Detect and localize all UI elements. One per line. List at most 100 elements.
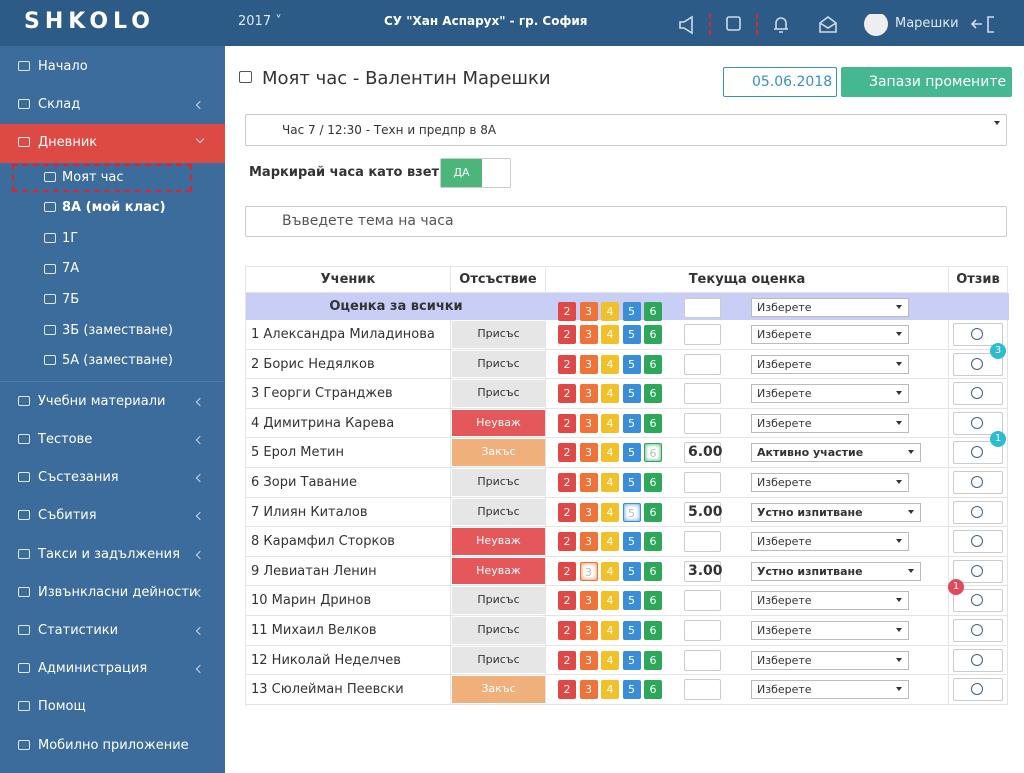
grade-button[interactable]: 6: [644, 502, 662, 522]
grade-button[interactable]: 6: [644, 591, 662, 611]
grade-button[interactable]: 3: [579, 302, 598, 321]
comment-select[interactable]: Изберете: [751, 384, 909, 404]
grade-input[interactable]: 5.00: [684, 501, 723, 523]
grade-button[interactable]: 5: [622, 384, 641, 404]
comment-select[interactable]: Изберете: [751, 298, 909, 317]
grade-input[interactable]: [684, 324, 721, 345]
grade-button[interactable]: 3: [579, 680, 598, 700]
grade-button[interactable]: 4: [601, 354, 619, 374]
menu-item[interactable]: 5А (заместване): [0, 346, 225, 377]
grade-button[interactable]: 2: [558, 413, 576, 433]
grade-button[interactable]: 6: [644, 561, 662, 581]
grade-button[interactable]: 5: [622, 561, 641, 581]
grade-input[interactable]: [684, 353, 721, 375]
menu-item[interactable]: 3Б (заместване): [0, 316, 225, 347]
comment-select[interactable]: Изберете: [751, 413, 909, 433]
logout-icon[interactable]: [970, 16, 994, 33]
grade-button[interactable]: 6: [644, 621, 662, 640]
grade-button[interactable]: 3: [579, 502, 598, 522]
absence-button[interactable]: Неуваж: [452, 528, 545, 555]
grade-button[interactable]: 2: [558, 680, 576, 700]
menu-item[interactable]: Администрация: [0, 650, 225, 688]
grade-button[interactable]: 3: [579, 325, 598, 344]
grade-button[interactable]: 5: [622, 413, 641, 433]
grade-button[interactable]: 3: [579, 621, 598, 640]
grade-button[interactable]: 5: [622, 621, 641, 640]
logo[interactable]: SHKOLO: [24, 9, 155, 34]
menu-item[interactable]: Събития: [0, 497, 225, 535]
comment-select[interactable]: Изберете: [751, 532, 909, 552]
grade-input[interactable]: 3.00: [684, 560, 723, 582]
absence-button[interactable]: Присъс: [452, 587, 545, 614]
save-button[interactable]: Запази промените: [841, 67, 1012, 97]
grade-button[interactable]: 5: [622, 354, 641, 374]
menu-item[interactable]: Учебни материали: [0, 383, 225, 421]
grade-button[interactable]: 5: [622, 302, 641, 321]
comment-select[interactable]: Изберете: [751, 473, 909, 492]
menu-item[interactable]: 8А (мой клас): [0, 193, 225, 224]
grade-button[interactable]: 3: [579, 443, 598, 463]
grade-input[interactable]: 6.00: [684, 442, 723, 464]
grade-input[interactable]: [684, 531, 721, 553]
menu-item[interactable]: Склад: [0, 86, 225, 124]
grade-button[interactable]: 5: [622, 532, 641, 552]
menu-item[interactable]: Извънкласни дейности: [0, 574, 225, 612]
grade-button[interactable]: 2: [558, 502, 576, 522]
toggle[interactable]: ДА: [440, 158, 511, 188]
comment-select[interactable]: Изберете: [751, 325, 909, 344]
grade-button[interactable]: 5: [622, 502, 641, 522]
user-name[interactable]: Марешки: [895, 16, 959, 31]
grade-button[interactable]: 3: [579, 413, 598, 433]
grade-button[interactable]: 6: [644, 680, 662, 700]
absence-button[interactable]: Закъс: [452, 439, 545, 466]
absence-button[interactable]: Присъс: [452, 617, 545, 644]
absence-button[interactable]: Присъс: [452, 646, 545, 674]
comment-select[interactable]: Изберете: [751, 680, 909, 700]
grade-button[interactable]: 4: [601, 591, 619, 611]
menu-item[interactable]: Дневник: [0, 124, 225, 163]
absence-button[interactable]: Присъс: [452, 380, 545, 407]
school[interactable]: СУ "Хан Аспарух" - гр. София: [384, 14, 588, 28]
grade-input[interactable]: [684, 472, 721, 493]
absence-button[interactable]: Присъс: [452, 321, 545, 348]
menu-item[interactable]: Такси и задължения: [0, 536, 225, 574]
absence-button[interactable]: Присъс: [452, 498, 545, 526]
grade-button[interactable]: 2: [558, 621, 576, 640]
messages-icon[interactable]: [819, 16, 837, 33]
topic-input[interactable]: Въведете тема на часа: [245, 206, 1007, 237]
comment-select[interactable]: Устно изпитване: [751, 561, 921, 581]
year-select[interactable]: 2017 ˅: [238, 14, 282, 29]
absence-button[interactable]: Неуваж: [452, 409, 545, 437]
grade-button[interactable]: 2: [558, 591, 576, 611]
comment-select[interactable]: Изберете: [751, 591, 909, 611]
menu-item[interactable]: Моят час: [0, 163, 225, 194]
absence-button[interactable]: Неуваж: [452, 557, 545, 585]
grade-input[interactable]: [684, 298, 721, 318]
date-button[interactable]: 05.06.2018: [723, 67, 837, 97]
grade-input[interactable]: [684, 590, 721, 612]
grade-button[interactable]: 4: [601, 325, 619, 344]
menu-item[interactable]: 7Б: [0, 285, 225, 316]
announcements-icon[interactable]: [679, 15, 693, 35]
grade-input[interactable]: [684, 620, 721, 641]
grade-button[interactable]: 2: [558, 532, 576, 552]
menu-item[interactable]: Мобилно приложение: [0, 727, 225, 765]
absence-button[interactable]: Закъс: [452, 676, 545, 703]
grade-button[interactable]: 3: [579, 532, 598, 552]
grade-button[interactable]: 5: [622, 443, 641, 463]
grade-button[interactable]: 5: [622, 473, 641, 492]
grade-button[interactable]: 3: [579, 384, 598, 404]
grade-button[interactable]: 6: [644, 354, 662, 374]
grade-button[interactable]: 2: [558, 354, 576, 374]
grade-button[interactable]: 4: [601, 443, 619, 463]
grade-button[interactable]: 2: [558, 473, 576, 492]
grade-button[interactable]: 2: [558, 302, 576, 321]
lesson-select[interactable]: Час 7 / 12:30 - Техн и предпр в 8А: [245, 114, 1007, 146]
absence-button[interactable]: Присъс: [452, 350, 545, 378]
grade-input[interactable]: [684, 649, 721, 671]
grade-button[interactable]: 4: [601, 302, 619, 321]
grade-button[interactable]: 2: [558, 561, 576, 581]
menu-item[interactable]: Начало: [0, 48, 225, 86]
grade-input[interactable]: [684, 412, 721, 434]
comment-select[interactable]: Изберете: [751, 354, 909, 374]
